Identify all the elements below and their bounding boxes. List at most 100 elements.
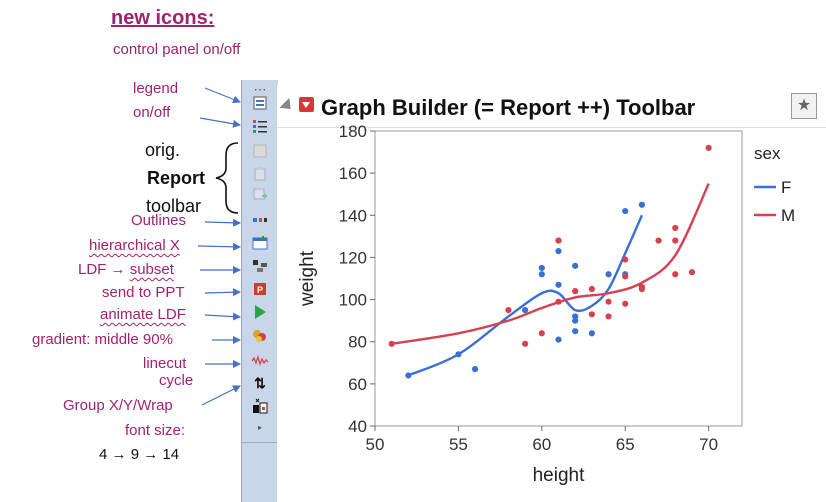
label-ldf: LDF — [78, 261, 107, 278]
graph-builder-toolbar: ⋯ P ⇅ ▸ — [241, 80, 278, 502]
label-send-to-ppt: send to PPT — [102, 284, 185, 301]
group-xywrap-icon[interactable]: ⇅ — [254, 375, 266, 391]
data-point-m — [555, 237, 562, 244]
arrow-glyph: → — [143, 446, 159, 463]
data-point-f — [405, 372, 412, 379]
label-toolbar: toolbar — [146, 196, 202, 216]
y-tick-label: 80 — [348, 333, 367, 352]
data-point-m — [622, 300, 629, 307]
report-icon-2[interactable] — [251, 166, 269, 182]
report-header: Graph Builder (= Report ++) Toolbar ★ — [277, 85, 826, 128]
dots-icon[interactable]: ⋯ — [253, 82, 267, 97]
data-point-m — [705, 144, 712, 151]
data-point-m — [672, 271, 679, 278]
label-hierarchical-x: hierarchical X — [89, 237, 180, 254]
data-point-f — [572, 262, 579, 269]
data-point-m — [605, 298, 612, 305]
data-point-f — [605, 271, 612, 278]
data-point-m — [522, 340, 529, 347]
y-tick-label: 180 — [339, 122, 367, 141]
y-tick-label: 60 — [348, 375, 367, 394]
toolbar-more-icon[interactable]: ▸ — [257, 423, 262, 432]
legend-label-m: M — [781, 206, 795, 225]
disclosure-triangle-icon[interactable] — [279, 97, 296, 115]
ldf-subset-icon[interactable] — [251, 258, 269, 274]
report-brace — [215, 142, 239, 214]
y-tick-label: 120 — [339, 248, 367, 267]
legend-label-f: F — [781, 178, 791, 197]
graph-builder-chart: 50 55 60 65 70 40 60 80 100 120 140 160 180 height wei… — [297, 122, 795, 486]
label-outlines: Outlines — [131, 212, 187, 229]
data-point-m — [605, 313, 612, 320]
x-tick-label: 50 — [366, 435, 385, 454]
toolbar-divider — [242, 442, 278, 443]
data-point-f — [538, 264, 545, 272]
font-size-4: 4 — [99, 446, 108, 463]
data-point-m — [672, 237, 679, 244]
font-size-9: 9 — [130, 446, 140, 463]
ppt-icon[interactable]: P — [251, 280, 269, 296]
linecut-icon[interactable] — [251, 352, 269, 368]
report-title: Graph Builder (= Report ++) Toolbar — [321, 95, 696, 120]
data-point-f — [555, 248, 562, 255]
data-point-m — [588, 285, 595, 293]
control-panel-icon[interactable] — [251, 95, 269, 111]
x-tick-label: 55 — [449, 435, 468, 454]
data-point-m — [638, 285, 646, 293]
legend-icon[interactable] — [251, 118, 269, 134]
y-tick-label: 100 — [339, 291, 367, 310]
font-size-icon[interactable] — [251, 398, 269, 414]
plot-frame — [374, 130, 743, 427]
data-point-m — [388, 340, 395, 347]
x-tick-label: 65 — [616, 435, 635, 454]
label-report: Report — [147, 168, 205, 188]
new-icons-title: new icons: — [111, 7, 215, 29]
data-point-f — [538, 271, 545, 278]
data-point-m — [622, 273, 629, 280]
gradient-icon[interactable] — [251, 328, 269, 344]
data-point-f — [522, 307, 529, 314]
data-point-f — [622, 207, 629, 215]
svg-text:P: P — [257, 285, 263, 295]
x-tick-label: 60 — [532, 435, 551, 454]
x-axis-label: height — [533, 465, 585, 486]
label-font-sizes: 4 → 9 → 14 — [99, 446, 179, 463]
label-group-xywrap: Group X/Y/Wrap — [63, 397, 173, 414]
data-point-m — [688, 269, 696, 276]
data-point-f — [555, 336, 562, 343]
arrow-glyph: → — [110, 261, 126, 278]
data-point-f — [572, 317, 579, 324]
label-ldf-subset: LDF → subset — [78, 261, 174, 278]
hierarchical-x-icon[interactable] — [251, 235, 269, 251]
label-font-size: font size: — [125, 422, 186, 439]
data-point-f — [555, 281, 562, 288]
label-orig: orig. — [145, 140, 181, 160]
report-icon-3[interactable] — [251, 187, 269, 203]
label-gradient: gradient: middle 90% — [32, 331, 173, 348]
data-point-f — [471, 366, 479, 373]
data-point-m — [655, 237, 662, 244]
data-point-f — [588, 330, 595, 337]
data-point-m — [505, 307, 512, 314]
data-point-m — [588, 311, 595, 318]
animate-icon[interactable] — [251, 304, 269, 320]
font-size-14: 14 — [162, 446, 180, 463]
outline-icon[interactable] — [251, 212, 269, 228]
legend-title: sex — [754, 144, 781, 163]
smoother-line-m — [391, 183, 710, 346]
star-icon[interactable]: ★ — [791, 93, 817, 119]
data-point-f — [455, 351, 462, 358]
y-tick-label: 160 — [339, 164, 367, 183]
data-point-m — [555, 298, 562, 305]
data-point-f — [638, 201, 646, 208]
red-triangle-menu-icon[interactable] — [299, 97, 314, 112]
label-control-panel: control panel on/off — [113, 41, 241, 58]
data-point-m — [622, 256, 629, 263]
data-point-f — [572, 328, 579, 335]
label-cycle: cycle — [159, 372, 194, 389]
report-icon-1[interactable] — [251, 143, 269, 159]
annotation-arrows — [197, 87, 241, 406]
label-subset: subset — [129, 261, 174, 278]
label-legend: legend — [133, 80, 179, 97]
data-point-m — [538, 330, 545, 337]
